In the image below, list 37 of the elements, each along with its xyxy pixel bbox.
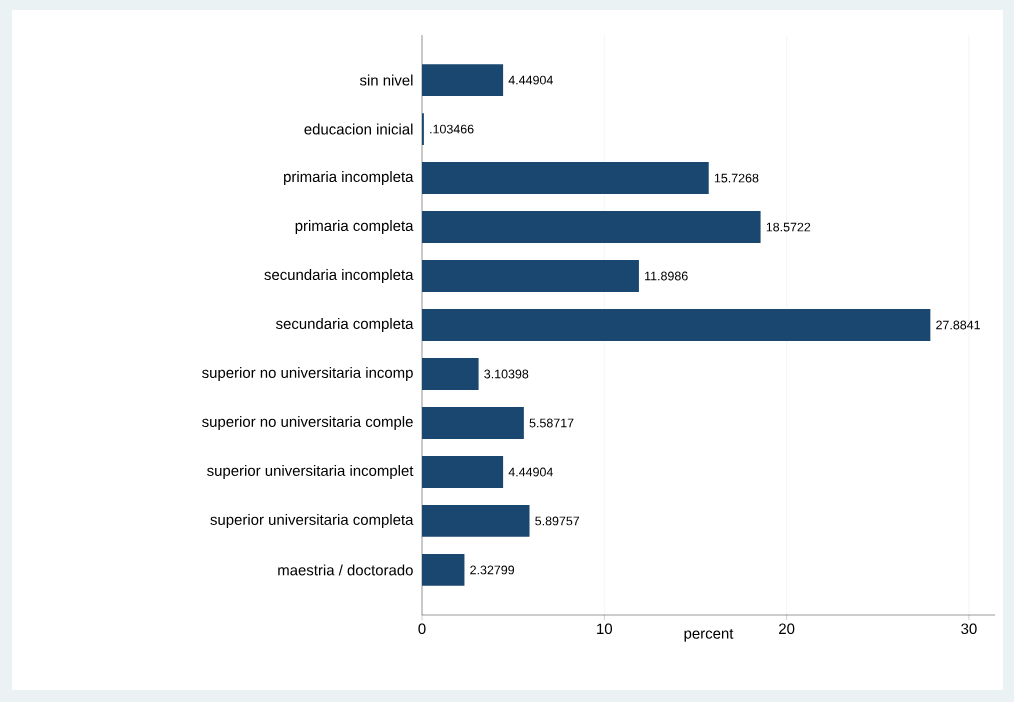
bar <box>422 554 465 586</box>
data-label: 5.58717 <box>529 418 574 428</box>
bar <box>422 456 504 488</box>
bar <box>422 505 530 537</box>
data-label: 3.10398 <box>484 369 529 379</box>
x-axis-title: percent <box>684 628 734 642</box>
x-tick-label: 30 <box>961 623 977 635</box>
y-tick-label: educacion inicial <box>304 123 413 135</box>
bar <box>422 309 931 341</box>
y-tick-label: superior universitaria completa <box>210 513 414 528</box>
data-label: .103466 <box>430 124 474 134</box>
bar <box>422 358 479 390</box>
y-tick-label: superior no universitaria incomp <box>202 367 413 381</box>
y-tick-label: secundaria incompleta <box>264 269 414 283</box>
data-label: 27.8841 <box>936 320 980 330</box>
x-tick-label: 0 <box>418 623 426 635</box>
bar <box>422 407 524 439</box>
x-tick-label: 20 <box>779 623 795 635</box>
bar <box>422 162 709 194</box>
data-label: 2.32799 <box>470 565 515 575</box>
bar <box>422 260 639 292</box>
y-tick-label: primaria incompleta <box>284 171 414 185</box>
y-tick-label: superior no universitaria comple <box>202 416 413 430</box>
y-tick-label: primaria completa <box>295 220 414 234</box>
data-label: 11.8986 <box>645 271 688 281</box>
data-label: 5.89757 <box>535 516 580 526</box>
data-label: 4.44904 <box>508 467 553 477</box>
bar <box>422 64 504 96</box>
y-tick-label: sin nivel <box>359 74 413 86</box>
data-label: 15.7268 <box>714 173 759 183</box>
bar <box>422 211 761 243</box>
y-tick-label: secundaria completa <box>276 318 414 332</box>
x-tick-label: 10 <box>597 623 613 635</box>
data-label: 18.5722 <box>766 222 811 232</box>
y-tick-label: maestria / doctorado <box>278 564 413 576</box>
y-tick-label: superior universitaria incomplet <box>207 465 414 479</box>
data-label: 4.44904 <box>508 75 553 85</box>
